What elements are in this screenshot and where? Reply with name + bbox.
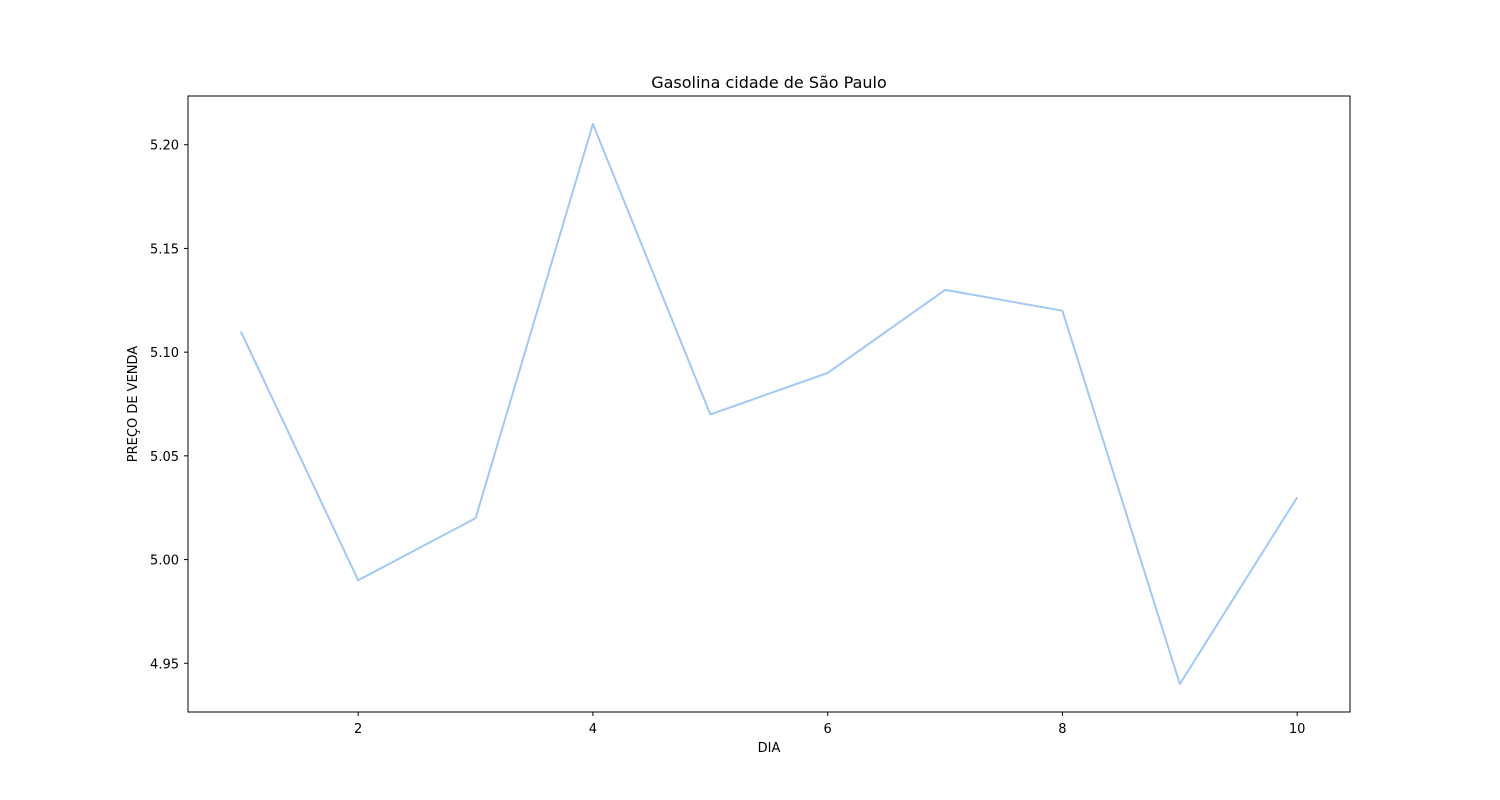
y-tick-label: 5.00 (150, 554, 179, 569)
x-axis-ticks: 2 4 6 8 10 (354, 712, 1305, 737)
y-axis-ticks: 4.95 5.00 5.05 5.10 5.15 5.20 (150, 139, 188, 672)
x-tick-label: 8 (1058, 722, 1066, 737)
chart-title: Gasolina cidade de São Paulo (651, 73, 887, 92)
x-tick-label: 4 (589, 722, 597, 737)
y-tick-label: 5.15 (150, 242, 179, 257)
y-tick-label: 5.20 (150, 139, 179, 154)
x-axis-label: DIA (758, 741, 781, 756)
y-axis-label: PREÇO DE VENDA (126, 346, 141, 462)
x-tick-label: 2 (354, 722, 362, 737)
x-tick-label: 10 (1289, 722, 1306, 737)
plot-series-group (239, 123, 1299, 685)
x-tick-label: 6 (824, 722, 832, 737)
y-tick-label: 5.10 (150, 346, 179, 361)
plot-area-frame (187, 95, 1351, 713)
y-tick-label: 4.95 (150, 657, 179, 672)
y-tick-label: 5.05 (150, 450, 179, 465)
series-line (239, 123, 1299, 685)
